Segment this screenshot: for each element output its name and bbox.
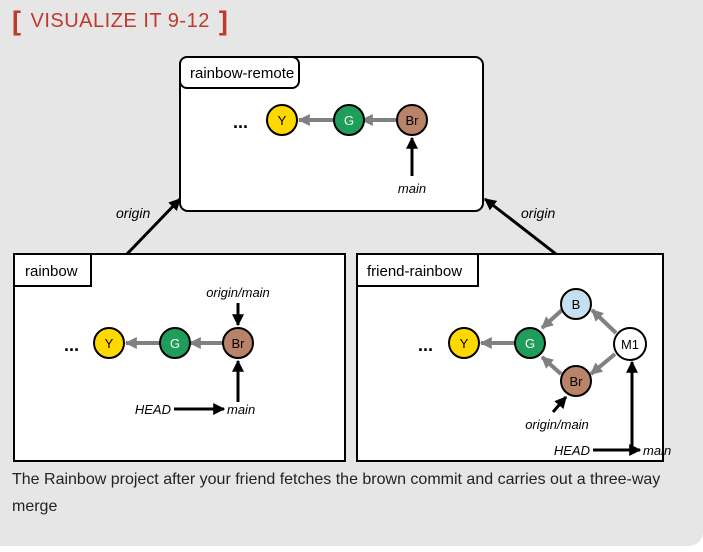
friend-commit-g-label: G [525, 336, 535, 351]
rainbow-origin-main-label: origin/main [206, 285, 270, 300]
remote-box [179, 56, 484, 212]
friend-commit-b [560, 288, 592, 320]
friend-origin-main-label: origin/main [525, 417, 589, 432]
rainbow-origin-label: origin [116, 205, 150, 221]
remote-commit-br [396, 104, 428, 136]
friend-origin-label: origin [521, 205, 555, 221]
remote-commit-br-label: Br [406, 113, 420, 128]
friend-origin-main-pointer [551, 396, 568, 413]
remote-ellipsis: ... [233, 112, 248, 132]
git-diagram: rainbow-remote ... Y G Br main origin or… [13, 56, 671, 462]
rainbow-commit-br [222, 327, 254, 359]
friend-arrow-m1-to-b [590, 308, 618, 335]
remote-commit-g-label: G [344, 113, 354, 128]
heading-bracket-open: [ [12, 5, 22, 36]
friend-label-tab [356, 253, 479, 287]
remote-label-tab [179, 56, 300, 89]
remote-repo: rainbow-remote ... Y G Br main [179, 56, 484, 212]
heading-bracket-close: ] [218, 5, 229, 36]
rainbow-commit-g-label: G [170, 336, 180, 351]
friend-arrow-m1-to-br [589, 352, 617, 376]
heading-title: VISUALIZE IT 9-12 [30, 9, 210, 32]
remote-label: rainbow-remote [190, 65, 294, 82]
remote-commit-y [266, 104, 298, 136]
rainbow-main-label: main [227, 402, 255, 417]
remote-commit-g [333, 104, 365, 136]
friend-commit-br [560, 365, 592, 397]
friend-commit-g [514, 327, 546, 359]
friend-main-label: main [643, 443, 671, 458]
remote-commit-y-label: Y [278, 113, 287, 128]
rainbow-commit-y [93, 327, 125, 359]
rainbow-commit-g [159, 327, 191, 359]
rainbow-label-tab [13, 253, 92, 287]
figure-heading: [ VISUALIZE IT 9-12 ] [12, 5, 229, 36]
friend-label: friend-rainbow [367, 263, 462, 280]
rainbow-origin-link [125, 197, 182, 256]
remote-main-label: main [398, 181, 426, 196]
rainbow-commit-y-label: Y [105, 336, 114, 351]
origin-links: origin origin [116, 197, 557, 256]
friend-commit-m1-label: M1 [621, 337, 639, 352]
friend-ellipsis: ... [418, 335, 433, 355]
friend-commit-b-label: B [572, 297, 581, 312]
friend-origin-link [484, 197, 557, 256]
friend-rainbow-repo: friend-rainbow ... Y G B Br M1 origin/ma… [356, 253, 671, 462]
friend-commit-y-label: Y [460, 336, 469, 351]
rainbow-repo: rainbow ... Y G Br origin/main main HEAD [13, 253, 346, 462]
friend-commit-y [448, 327, 480, 359]
rainbow-ellipsis: ... [64, 335, 79, 355]
friend-commit-br-label: Br [570, 374, 584, 389]
figure-caption: The Rainbow project after your friend fe… [12, 471, 661, 515]
friend-head-label: HEAD [554, 443, 590, 458]
friend-arrow-br-to-g [540, 355, 563, 376]
rainbow-head-label: HEAD [135, 402, 171, 417]
rainbow-commit-br-label: Br [232, 336, 246, 351]
rainbow-label: rainbow [25, 263, 78, 280]
friend-arrow-b-to-g [540, 308, 564, 330]
friend-commit-m1 [613, 327, 647, 361]
